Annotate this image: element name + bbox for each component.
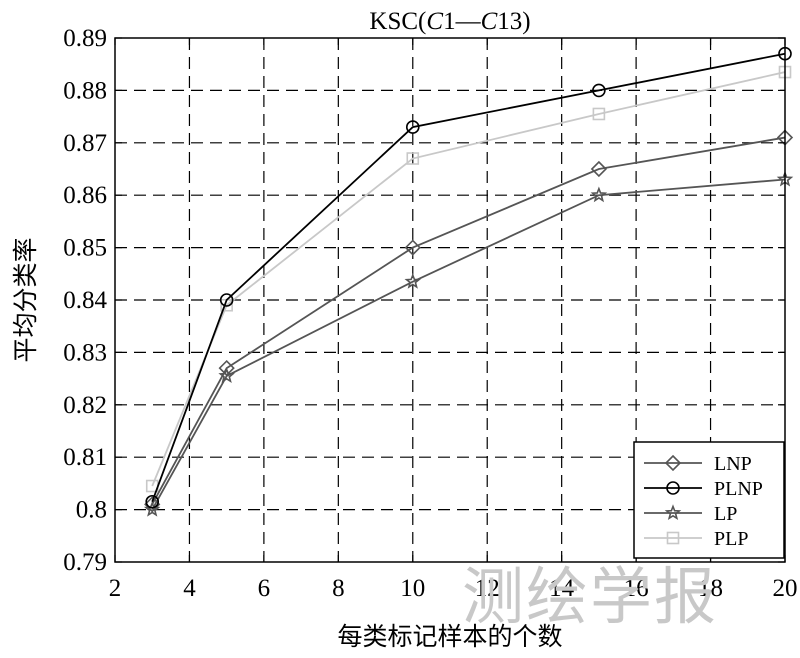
- legend-item-plnp: PLNP: [644, 478, 763, 500]
- x-tick-label: 14: [549, 575, 575, 602]
- y-tick-label: 0.79: [63, 549, 107, 576]
- y-axis-label: 平均分类率: [11, 237, 40, 362]
- legend-box: [633, 441, 785, 559]
- legend-label: PLP: [714, 528, 748, 550]
- y-tick-label: 0.8: [76, 497, 107, 524]
- watermark-text: 测绘学报: [462, 560, 718, 633]
- data-point: [590, 160, 608, 178]
- x-axis-label: 每类标记样本的个数: [337, 622, 562, 651]
- legend-label: PLNP: [714, 478, 763, 500]
- data-point: [143, 500, 161, 517]
- x-tick-label: 12: [475, 575, 500, 602]
- legend-swatch-marker: [666, 531, 680, 545]
- chart-title-part: C: [481, 8, 498, 35]
- y-tick-label: 0.83: [63, 339, 107, 366]
- chart-title-part: 13): [497, 8, 530, 35]
- x-tick-label: 16: [624, 575, 649, 602]
- data-point: [218, 367, 235, 384]
- series-lp: [143, 170, 794, 517]
- series-plnp: [145, 46, 792, 509]
- legend-swatch-marker: [664, 504, 682, 521]
- data-point: [590, 186, 608, 203]
- y-tick-label: 0.81: [63, 444, 107, 471]
- series-line: [151, 71, 786, 487]
- legend-item-lnp: LNP: [644, 453, 752, 475]
- series-line: [151, 178, 786, 511]
- x-tick-label: 6: [258, 575, 271, 602]
- data-point: [592, 107, 606, 121]
- y-tick-label: 0.89: [63, 25, 107, 52]
- legend-item-lp: LP: [644, 503, 737, 525]
- y-tick-label: 0.84: [63, 287, 107, 314]
- x-tick-label: 18: [698, 575, 723, 602]
- legend-label: LP: [714, 503, 737, 525]
- data-point: [405, 120, 420, 134]
- series-plp: [145, 65, 792, 493]
- legend-item-plp: PLP: [644, 528, 748, 550]
- x-tick-labels: 2 4 6 8 10 12 14 16 18 20: [109, 575, 798, 602]
- y-tick-label: 0.85: [63, 235, 107, 262]
- data-point: [404, 272, 422, 289]
- x-tick-label: 10: [400, 575, 425, 602]
- tick-marks: [114, 37, 786, 563]
- legend-swatch-marker: [664, 454, 682, 472]
- x-tick-label: 4: [183, 575, 196, 602]
- data-point: [406, 152, 420, 165]
- y-tick-label: 0.88: [63, 77, 107, 104]
- data-point: [592, 83, 606, 98]
- y-tick-label: 0.82: [63, 392, 107, 419]
- legend: LNP PLNP LP PLP: [633, 441, 785, 559]
- series-line: [151, 136, 786, 505]
- data-point: [145, 494, 160, 509]
- legend-swatch-marker: [666, 481, 680, 495]
- x-tick-label: 2: [109, 575, 122, 602]
- y-tick-label: 0.86: [63, 182, 107, 209]
- x-tick-label: 20: [773, 575, 798, 602]
- y-tick-label: 0.87: [63, 130, 107, 157]
- chart-title-part: C: [426, 8, 443, 35]
- grid-lines: [115, 38, 785, 562]
- chart-title-part: KSC(: [369, 8, 426, 35]
- y-tick-labels: 0.79 0.8 0.81 0.82 0.83 0.84 0.85 0.86 0.87 0.88 0…: [63, 25, 107, 576]
- chart-title-part: 1—: [443, 8, 482, 35]
- legend-label: LNP: [714, 453, 752, 475]
- data-point: [219, 293, 234, 307]
- chart-title: KSC(C1—C13): [369, 8, 530, 35]
- series-layer: [143, 46, 794, 517]
- x-tick-label: 8: [332, 575, 345, 602]
- series-line: [151, 52, 786, 503]
- data-point: [404, 239, 421, 256]
